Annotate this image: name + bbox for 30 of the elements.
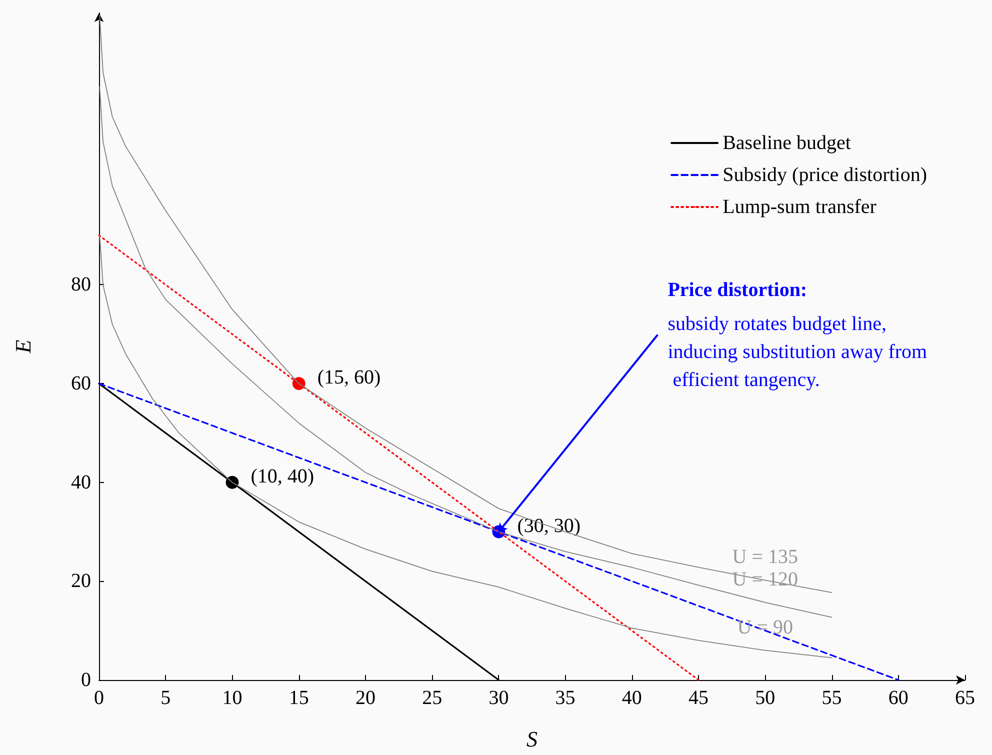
x-tick-label: 30	[488, 687, 509, 709]
x-tick-label: 55	[822, 687, 842, 709]
y-tick-label: 80	[71, 274, 91, 296]
data-label: (30, 30)	[517, 514, 581, 537]
y-axis-title: E	[10, 339, 36, 354]
x-tick-label: 5	[160, 687, 171, 709]
x-tick-label: 60	[888, 687, 908, 709]
legend-label: Lump-sum transfer	[722, 196, 877, 218]
x-tick-label: 15	[288, 687, 309, 709]
y-tick-label: 60	[71, 372, 91, 395]
annotation: Price distortion:	[668, 278, 808, 301]
legend-label: Baseline budget	[722, 132, 852, 154]
y-tick-label: 0	[81, 669, 91, 691]
x-axis-title: S	[526, 726, 538, 752]
x-tick-label: 40	[622, 687, 642, 709]
x-tick-label: 50	[755, 687, 776, 709]
legend-label: Subsidy (price distortion)	[722, 164, 928, 186]
series-label: U = 135	[732, 546, 798, 568]
x-tick-label: 20	[355, 687, 376, 709]
annotation: subsidy rotates budget line, inducing substitution away from efficient tangency.	[668, 312, 928, 391]
x-tick-label: 10	[222, 687, 242, 709]
y-tick-label: 20	[71, 570, 91, 592]
data-label: (15, 60)	[317, 366, 381, 389]
y-tick-label: 40	[71, 471, 91, 494]
series-label: U = 90	[737, 616, 794, 638]
data-label: (10, 40)	[250, 465, 314, 488]
x-tick-label: 25	[422, 687, 442, 709]
x-tick-label: 65	[955, 687, 975, 709]
x-tick-label: 35	[555, 687, 576, 709]
x-tick-label: 45	[688, 687, 709, 709]
